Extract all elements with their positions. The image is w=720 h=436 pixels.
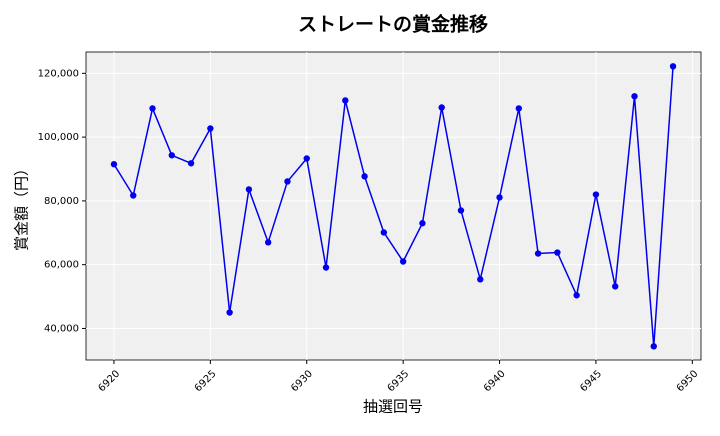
marker — [130, 192, 137, 199]
marker — [650, 343, 657, 350]
marker — [419, 220, 426, 227]
marker — [322, 264, 330, 271]
marker — [477, 276, 484, 283]
marker — [245, 186, 253, 193]
y-tick-label: 40,000 — [44, 323, 79, 334]
marker — [380, 229, 388, 236]
marker — [496, 194, 503, 201]
marker — [361, 173, 368, 180]
marker — [187, 160, 195, 167]
marker — [284, 178, 291, 185]
x-axis-label: 抽選回号 — [363, 398, 423, 416]
marker — [342, 97, 349, 104]
marker — [207, 125, 214, 132]
y-axis-label: 賞金額（円） — [13, 161, 31, 251]
y-tick-label: 100,000 — [38, 132, 79, 143]
marker — [534, 250, 542, 257]
marker — [631, 93, 638, 100]
chart-title: ストレートの賞金推移 — [298, 13, 488, 36]
x-tick-label: 6920 — [96, 368, 122, 394]
x-tick-label: 6930 — [289, 368, 315, 394]
line — [113, 66, 674, 347]
marker — [612, 283, 619, 290]
plot-area — [85, 51, 702, 361]
marker — [226, 309, 233, 316]
marker — [515, 105, 523, 112]
y-tick-label: 80,000 — [44, 196, 79, 207]
marker — [554, 249, 561, 256]
marker — [457, 207, 465, 214]
marker — [168, 152, 175, 159]
x-tick-label: 6950 — [675, 368, 701, 394]
x-tick-label: 6945 — [578, 368, 604, 394]
marker — [149, 105, 156, 112]
marker — [399, 258, 407, 265]
x-tick-label: 6935 — [386, 368, 412, 394]
marker — [264, 239, 272, 246]
marker — [110, 161, 118, 168]
x-tick-label: 6940 — [482, 368, 508, 394]
marker — [592, 191, 600, 198]
y-tick-label: 120,000 — [38, 68, 79, 79]
marker — [669, 63, 677, 70]
marker — [573, 292, 580, 299]
marker — [303, 155, 310, 162]
y-tick-label: 60,000 — [44, 260, 79, 271]
x-tick-label: 6925 — [193, 368, 219, 394]
marker — [438, 104, 445, 111]
